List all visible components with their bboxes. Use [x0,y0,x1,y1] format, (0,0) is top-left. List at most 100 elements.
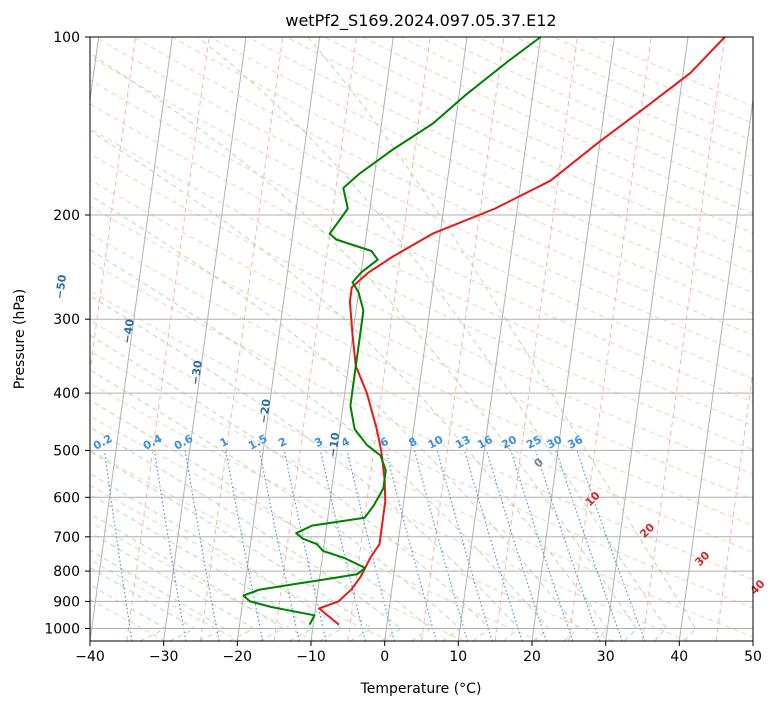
isotherm-minor-line [273,37,357,641]
dry-adiabat-line [95,37,753,358]
x-axis-label: Temperature (°C) [360,681,482,697]
isotherm-minor-line [494,37,578,641]
mixing-ratio-label: 13 [453,433,473,452]
dry-adiabat-line [362,37,753,215]
isotherm-label: −40 [121,318,137,344]
dry-adiabat-line [90,350,689,641]
y-tick-label: 400 [53,386,80,402]
mixing-ratio-line [319,450,366,641]
isotherm-line [678,96,753,641]
mixing-ratio-label: 25 [524,433,544,452]
moist-adiabat-line [90,295,520,641]
isotherm-minor-line [421,37,505,641]
isotherm-label: −50 [53,273,69,299]
x-tick-label: −40 [75,649,105,665]
mixing-ratio-line [555,450,623,641]
series-line-2 [242,37,542,626]
mixing-ratio-line [413,450,469,641]
x-tick-label: −10 [296,649,326,665]
moist-adiabats [90,37,697,641]
isotherm-line [457,37,542,641]
dry-adiabat-line [90,415,540,641]
isotherm-minor-line [715,367,753,641]
x-tick-label: 10 [449,649,467,665]
isotherm-minor-line [200,37,284,641]
plot-frame [89,36,754,642]
moist-adiabat-line [90,426,402,641]
y-tick-label: 500 [53,443,80,459]
dry-adiabat-line [438,37,753,178]
mixing-ratio-line [535,450,601,641]
mixing-ratio-line [184,450,220,641]
dry-adiabat-line [324,37,753,234]
mixing-ratio-lines [103,450,646,641]
moist-adiabat-line [90,52,638,641]
dry-adiabat-line [90,103,753,427]
moist-adiabat-line [90,334,491,641]
moist-adiabat-line [90,194,579,641]
dry-adiabat-line [247,37,753,273]
dry-adiabats [90,37,753,641]
data-series [242,37,726,626]
isotherm-line [605,37,689,641]
mixing-ratio-line [510,450,574,641]
mixing-ratio-line [576,450,646,641]
chart-title: wetPf2_S169.2024.097.05.37.E12 [285,11,556,31]
y-tick-label: 200 [53,208,80,224]
isotherms [90,37,753,641]
mixing-ratio-label: 10 [426,433,446,452]
mixing-ratio-line [153,450,187,641]
background-reference-lines [90,37,753,641]
isotherm-minor-line [347,37,431,641]
mixing-ratio-label: 36 [565,433,585,452]
series-line-1 [318,37,726,626]
x-tick-label: −30 [149,649,179,665]
x-tick-label: 0 [380,649,389,665]
moist-adiabat-line [90,450,373,641]
dry-adiabat-line [90,521,315,641]
isotherm-minor-line [642,37,726,641]
mixing-ratio-line [464,450,523,641]
axes: −40 −30 −20 −10 0 10 20 30 40 50 100 200 300 400 500 60… [44,30,762,665]
mixing-ratio-label: 16 [475,433,495,452]
isotherm-minor-line [90,37,136,375]
dry-adiabat-line [90,205,753,526]
moist-adiabat-line [90,369,461,641]
y-tick-label: 1000 [44,622,80,638]
dry-adiabat-line [90,127,753,451]
dry-adiabat-line [133,37,753,336]
isotherm-label: −30 [189,359,205,385]
y-tick-label: 100 [53,30,80,46]
isotherm-line [90,37,173,641]
isotherm-label: −10 [326,431,342,457]
moist-adiabat-line [307,37,697,641]
dry-adiabat-line [90,233,753,553]
y-tick-label: 300 [53,312,80,328]
isotherm-line [531,37,615,641]
mixing-ratio-line [385,450,437,641]
x-tick-label: 30 [597,649,615,665]
moist-adiabat-line [90,513,285,641]
x-tick-label: 20 [523,649,541,665]
dry-adiabat-line [90,79,753,403]
isotherm-line [384,37,468,641]
x-tick-label: 40 [670,649,688,665]
x-tick-label: −20 [223,649,253,665]
y-tick-label: 700 [53,530,80,546]
mixing-ratio-line [258,450,300,641]
moist-adiabat-line [90,493,314,641]
moist-adiabat-line [90,249,550,641]
isotherm-minor-line [568,37,652,641]
mixing-ratio-line [346,450,395,641]
y-tick-label: 600 [53,490,80,506]
isotherm-line [163,37,247,641]
y-axis-label: Pressure (hPa) [12,289,28,389]
moist-adiabat-line [90,531,255,641]
isotherm-label: −20 [257,398,273,424]
mixing-ratio-line [225,450,264,641]
dry-adiabat-line [209,37,753,294]
mixing-ratio-line [103,450,133,641]
mixing-ratio-label: 30 [545,433,565,452]
mixing-ratio-line [486,450,547,641]
